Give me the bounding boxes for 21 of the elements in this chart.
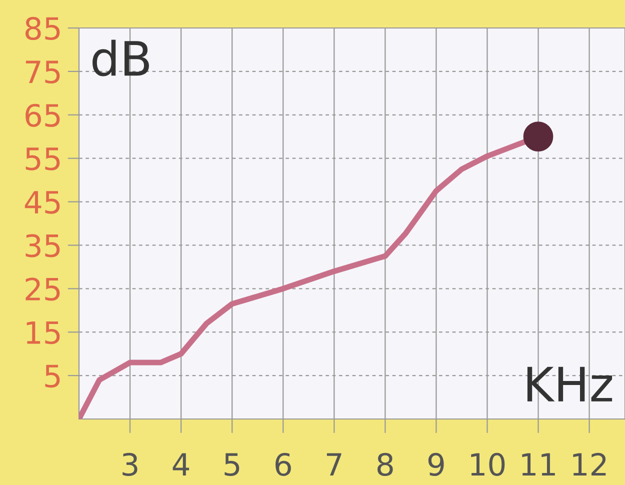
x-tick-label: 10: [471, 452, 505, 476]
y-tick-label: 45: [24, 191, 60, 214]
x-tick-label: 4: [172, 453, 190, 476]
y-tick-label: 75: [26, 60, 60, 84]
y-tick-label: 35: [26, 234, 60, 258]
y-tick-label: 65: [26, 104, 60, 127]
x-tick-label: 6: [276, 452, 291, 476]
x-tick-label: 9: [428, 452, 444, 476]
x-tick-label: 12: [573, 452, 606, 476]
y-tick-label: 55: [26, 148, 60, 170]
x-axis-title: KHz: [527, 366, 612, 402]
y-tick-label: 85: [26, 16, 60, 40]
x-tick-label: 5: [224, 453, 240, 476]
y-tick-label: 5: [45, 364, 60, 388]
x-tick-label: 8: [378, 452, 393, 476]
x-tick-label: 3: [122, 452, 138, 476]
y-tick-label: 15: [26, 321, 60, 344]
y-axis-title: dB: [92, 40, 149, 76]
x-tick-label: 7: [326, 453, 342, 476]
y-tick-label: 25: [26, 278, 60, 301]
x-tick-label: 11: [522, 453, 555, 476]
